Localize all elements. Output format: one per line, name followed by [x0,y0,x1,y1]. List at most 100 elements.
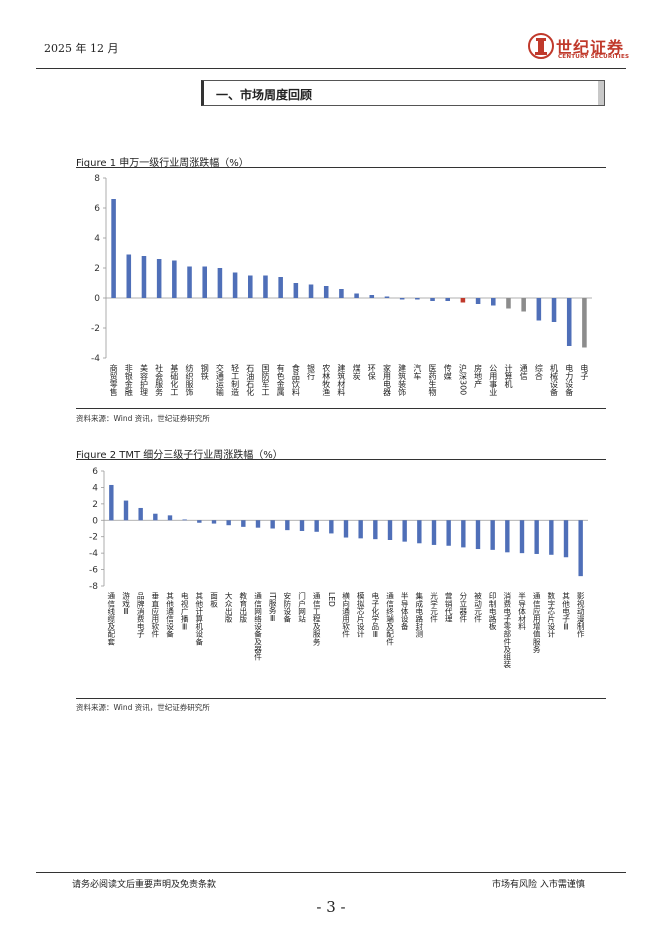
bar [109,484,114,521]
y-tick-label: -4 [89,549,98,559]
bar [417,520,422,544]
bar [111,199,116,298]
bar [248,275,253,298]
bar [187,266,192,298]
category-label: 大众出版 [224,591,233,624]
bar [384,296,390,298]
category-label: 通信终端及配件 [385,591,394,647]
category-label: 通信网络设备及器件 [253,591,262,662]
bar [445,298,450,301]
y-tick-label: 8 [94,174,100,184]
category-label: 影视动漫制作 [576,591,585,639]
category-label: 集成电路封测 [415,591,424,639]
bar [475,520,481,550]
bar [172,260,177,298]
figure1-chart: 8 6 4 2 0 -2 -4 商贸零售 非银金融 美容护理 社会服务 基础化工 纺织服饰 钢铁 交通运输轻… [76,168,606,408]
category-label: 品牌消费电子 [136,592,145,638]
bar [446,520,451,546]
bar [536,298,542,321]
bar [415,298,420,300]
category-label: 银行 [307,363,316,381]
category-label: 光学元件 [429,591,438,624]
category-label: 门户网站 [297,591,306,624]
footer-risk-note: 市场有风险 入市需谨慎 [492,880,585,890]
bar [491,298,496,306]
category-label: 被动元件 [473,591,482,624]
category-label: 机械设备 [550,363,559,397]
figure1-source: 资料来源：Wind 资讯，世纪证券研究所 [76,414,210,423]
figure2-title: Figure 2 TMT 细分三级子行业周涨跌幅（%） [76,450,283,461]
bar [566,298,572,346]
bar [141,256,147,298]
category-label: 房地产 [474,363,483,389]
bar [232,272,238,298]
category-label: 钢铁 [200,363,209,381]
category-label: 环保 [367,364,376,381]
y-tick-label: -4 [91,354,100,364]
category-label: 医药生物 [428,364,437,397]
figure2-bottom-rule [76,698,606,699]
category-label: 公用事业 [489,364,498,396]
category-label: 汽车 [413,363,422,381]
bar [461,520,466,548]
category-label: 综合 [534,363,543,381]
category-label: 半导体设备 [400,591,409,631]
bar [431,520,437,545]
category-label: 非银金融 [124,363,133,397]
figure2-top-rule [76,459,606,460]
bar [211,520,217,524]
y-tick-label: -2 [89,533,98,543]
figure2-chart: 6 4 2 0 -2 -4 -6 -8 通信线缆及配套 游戏Ⅲ 品牌消费电子 垂直应用软件 其他通信设备… [76,460,606,698]
bar [329,520,334,534]
category-label: LED [327,592,336,607]
bar [339,289,344,298]
category-label: 农林牧渔 [322,363,331,396]
bar [182,519,187,521]
bar [534,520,539,554]
bar [167,515,173,521]
category-label: 分立器件 [459,592,468,624]
y-tick-label: 2 [92,500,98,510]
category-label: 国防军工 [261,364,270,396]
bar [582,298,587,348]
footer-disclaimer: 请务必阅读文后重要声明及免责条款 [72,880,217,890]
figure1-svg: 8 6 4 2 0 -2 -4 商贸零售 非银金融 美容护理 社会服务 基础化工 纺织服饰 钢铁 交通运输轻… [91,174,592,397]
category-label: 印制电路板 [488,592,497,631]
y-tick-label: 2 [94,264,100,274]
category-label: 其他计算机设备 [195,592,204,647]
section-heading: 一、市场周度回顾 [201,80,605,106]
figure2-svg: 6 4 2 0 -2 -4 -6 -8 通信线缆及配套 游戏Ⅲ 品牌消费电子 垂直应用软件 其他通信设备… [89,467,588,669]
section-heading-text: 一、市场周度回顾 [216,88,313,102]
category-label: 通信 [519,363,528,381]
bar [323,286,329,298]
category-label: 模拟芯片设计 [356,591,365,639]
bar [549,520,554,555]
category-label: 轻工制造 [231,363,240,397]
bar [255,520,261,528]
category-label: 面板 [209,592,218,609]
bar [399,298,405,300]
y-tick-label: 6 [92,467,98,477]
category-label: 数字芯片设计 [547,591,556,639]
category-label: 食品饮料 [291,363,300,397]
figure2-source: 资料来源：Wind 资讯，世纪证券研究所 [76,703,210,712]
bar [278,277,283,298]
category-label: 纺织服饰 [185,363,194,397]
logo-text-cn: 世纪证券 [556,38,625,57]
bar [490,520,495,550]
bar [123,500,129,521]
category-label: 建筑装饰 [398,363,407,397]
bar [308,284,314,298]
category-label: 垂直应用软件 [151,591,160,639]
bar [373,520,378,540]
bar [519,520,525,554]
section-heading-accent [598,81,604,105]
category-label: 家用电器 [382,363,391,397]
company-logo: 世纪证券 CENTURY SECURITIES [528,32,638,66]
bar [202,266,207,298]
category-label: 建筑材料 [337,363,346,397]
bar [551,298,557,322]
bar [460,298,466,303]
y-tick-label: -2 [91,324,100,334]
bar [156,259,162,298]
